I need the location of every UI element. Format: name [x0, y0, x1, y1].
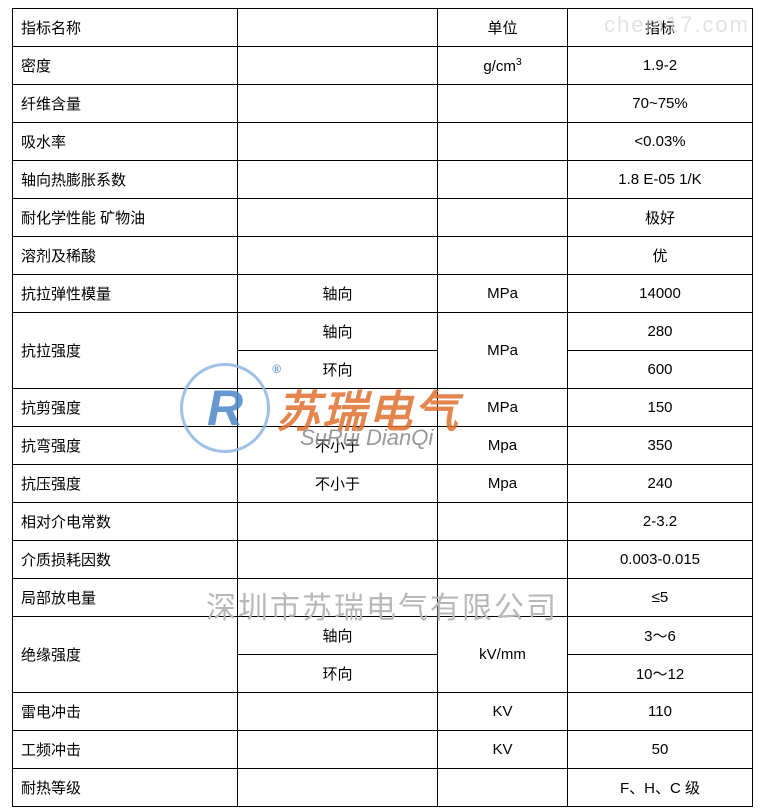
cell-cond — [238, 579, 438, 617]
table-row: 耐化学性能 矿物油 极好 — [13, 199, 753, 237]
cell-cond — [238, 85, 438, 123]
cell-cond — [238, 389, 438, 427]
cell-name: 轴向热膨胀系数 — [13, 161, 238, 199]
cell-cond: 环向 — [238, 351, 438, 389]
cell-value: 1.9-2 — [568, 47, 753, 85]
cell-name: 抗弯强度 — [13, 427, 238, 465]
table-row: 溶剂及稀酸 优 — [13, 237, 753, 275]
watermark-top: chem17.com — [604, 12, 750, 38]
cell-cond — [238, 731, 438, 769]
table-row: 轴向热膨胀系数 1.8 E-05 1/K — [13, 161, 753, 199]
cell-unit: kV/mm — [438, 617, 568, 693]
cell-name: 抗拉强度 — [13, 313, 238, 389]
cell-value: 2-3.2 — [568, 503, 753, 541]
table-row: 吸水率 <0.03% — [13, 123, 753, 161]
table-row: 耐热等级 F、H、C 级 — [13, 769, 753, 807]
cell-name: 工频冲击 — [13, 731, 238, 769]
cell-unit — [438, 123, 568, 161]
table-row: 绝缘强度 轴向 kV/mm 3～6 — [13, 617, 753, 655]
cell-name: 抗拉弹性模量 — [13, 275, 238, 313]
cell-value: 极好 — [568, 199, 753, 237]
cell-name: 密度 — [13, 47, 238, 85]
table-row: 雷电冲击 KV 110 — [13, 693, 753, 731]
cell-unit — [438, 503, 568, 541]
cell-cond: 不小于 — [238, 465, 438, 503]
cell-value: 110 — [568, 693, 753, 731]
cell-name: 局部放电量 — [13, 579, 238, 617]
cell-cond: 轴向 — [238, 617, 438, 655]
table-row: 密度 g/cm3 1.9-2 — [13, 47, 753, 85]
cell-value: 1.8 E-05 1/K — [568, 161, 753, 199]
cell-unit: g/cm3 — [438, 47, 568, 85]
table-row: 介质损耗因数 0.003-0.015 — [13, 541, 753, 579]
cell-unit — [438, 769, 568, 807]
cell-name: 绝缘强度 — [13, 617, 238, 693]
th-cond — [238, 9, 438, 47]
cell-name: 雷电冲击 — [13, 693, 238, 731]
cell-cond — [238, 199, 438, 237]
cell-cond — [238, 123, 438, 161]
cell-value: <0.03% — [568, 123, 753, 161]
cell-cond — [238, 693, 438, 731]
table-row: 抗弯强度 不小于 Mpa 350 — [13, 427, 753, 465]
cell-unit — [438, 237, 568, 275]
cell-value: 240 — [568, 465, 753, 503]
cell-cond — [238, 47, 438, 85]
cell-value: 14000 — [568, 275, 753, 313]
cell-unit: Mpa — [438, 465, 568, 503]
cell-value: 350 — [568, 427, 753, 465]
table-row: 纤维含量 70~75% — [13, 85, 753, 123]
cell-unit — [438, 579, 568, 617]
cell-cond: 轴向 — [238, 275, 438, 313]
th-name: 指标名称 — [13, 9, 238, 47]
cell-unit — [438, 85, 568, 123]
cell-unit: KV — [438, 693, 568, 731]
cell-value: 10～12 — [568, 655, 753, 693]
cell-value: 70~75% — [568, 85, 753, 123]
cell-name: 抗压强度 — [13, 465, 238, 503]
table-row: 相对介电常数 2-3.2 — [13, 503, 753, 541]
cell-cond: 不小于 — [238, 427, 438, 465]
cell-name: 相对介电常数 — [13, 503, 238, 541]
table-row: 局部放电量 ≤5 — [13, 579, 753, 617]
table-row: 工频冲击 KV 50 — [13, 731, 753, 769]
cell-value: 50 — [568, 731, 753, 769]
cell-unit — [438, 161, 568, 199]
cell-unit — [438, 541, 568, 579]
spec-table: 指标名称 单位 指标 密度 g/cm3 1.9-2 纤维含量 70~75% 吸水… — [12, 8, 753, 807]
table-row: 抗剪强度 MPa 150 — [13, 389, 753, 427]
table-row: 抗拉强度 轴向 MPa 280 — [13, 313, 753, 351]
cell-value: 600 — [568, 351, 753, 389]
cell-cond — [238, 541, 438, 579]
cell-name: 溶剂及稀酸 — [13, 237, 238, 275]
cell-cond: 轴向 — [238, 313, 438, 351]
cell-name: 抗剪强度 — [13, 389, 238, 427]
cell-value: 优 — [568, 237, 753, 275]
cell-value: F、H、C 级 — [568, 769, 753, 807]
cell-unit: MPa — [438, 275, 568, 313]
cell-name: 介质损耗因数 — [13, 541, 238, 579]
cell-value: 3～6 — [568, 617, 753, 655]
cell-cond — [238, 161, 438, 199]
cell-cond: 环向 — [238, 655, 438, 693]
cell-cond — [238, 503, 438, 541]
cell-unit — [438, 199, 568, 237]
cell-cond — [238, 237, 438, 275]
cell-value: 150 — [568, 389, 753, 427]
cell-name: 吸水率 — [13, 123, 238, 161]
cell-unit: Mpa — [438, 427, 568, 465]
cell-unit: MPa — [438, 313, 568, 389]
cell-name: 耐化学性能 矿物油 — [13, 199, 238, 237]
cell-unit: MPa — [438, 389, 568, 427]
cell-name: 纤维含量 — [13, 85, 238, 123]
cell-value: 280 — [568, 313, 753, 351]
table-row: 抗压强度 不小于 Mpa 240 — [13, 465, 753, 503]
cell-value: 0.003-0.015 — [568, 541, 753, 579]
cell-value: ≤5 — [568, 579, 753, 617]
table-row: 抗拉弹性模量 轴向 MPa 14000 — [13, 275, 753, 313]
cell-unit: KV — [438, 731, 568, 769]
cell-cond — [238, 769, 438, 807]
th-unit: 单位 — [438, 9, 568, 47]
cell-name: 耐热等级 — [13, 769, 238, 807]
